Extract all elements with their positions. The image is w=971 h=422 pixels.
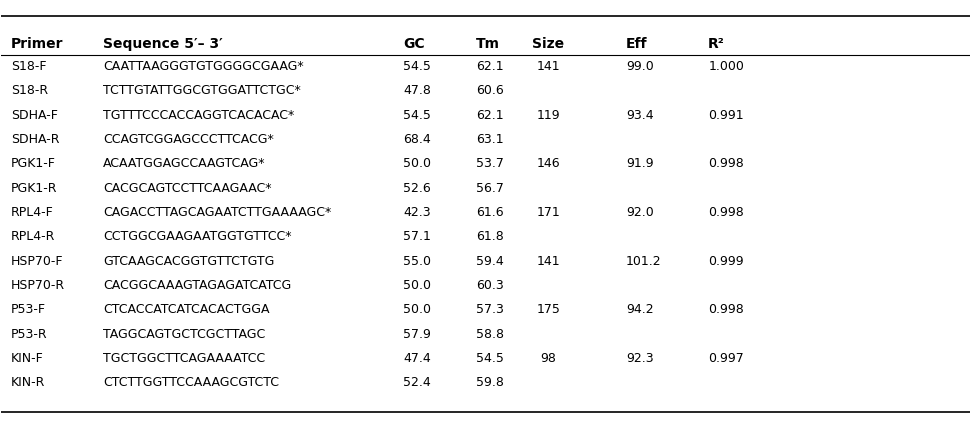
Text: 42.3: 42.3	[403, 206, 431, 219]
Text: CACGGCAAAGTAGAGATCATCG: CACGGCAAAGTAGAGATCATCG	[103, 279, 291, 292]
Text: 54.5: 54.5	[476, 352, 504, 365]
Text: P53-F: P53-F	[11, 303, 46, 316]
Text: 98: 98	[541, 352, 556, 365]
Text: 141: 141	[537, 60, 560, 73]
Text: 54.5: 54.5	[403, 60, 431, 73]
Text: CCTGGCGAAGAATGGTGTTCC*: CCTGGCGAAGAATGGTGTTCC*	[103, 230, 291, 243]
Text: 54.5: 54.5	[403, 109, 431, 122]
Text: KIN-R: KIN-R	[11, 376, 46, 389]
Text: 50.0: 50.0	[403, 157, 431, 170]
Text: KIN-F: KIN-F	[11, 352, 44, 365]
Text: CTCACCATCATCACACTGGA: CTCACCATCATCACACTGGA	[103, 303, 270, 316]
Text: 68.4: 68.4	[403, 133, 431, 146]
Text: TAGGCAGTGCTCGCTTAGC: TAGGCAGTGCTCGCTTAGC	[103, 327, 265, 341]
Text: Size: Size	[532, 37, 564, 51]
Text: S18-F: S18-F	[11, 60, 47, 73]
Text: 53.7: 53.7	[476, 157, 504, 170]
Text: 171: 171	[537, 206, 560, 219]
Text: 1.000: 1.000	[708, 60, 744, 73]
Text: 63.1: 63.1	[476, 133, 503, 146]
Text: 47.8: 47.8	[403, 84, 431, 97]
Text: 141: 141	[537, 254, 560, 268]
Text: 56.7: 56.7	[476, 181, 504, 195]
Text: 0.999: 0.999	[708, 254, 744, 268]
Text: 60.3: 60.3	[476, 279, 504, 292]
Text: 91.9: 91.9	[626, 157, 653, 170]
Text: 50.0: 50.0	[403, 303, 431, 316]
Text: S18-R: S18-R	[11, 84, 49, 97]
Text: 0.997: 0.997	[708, 352, 744, 365]
Text: 59.4: 59.4	[476, 254, 504, 268]
Text: 0.998: 0.998	[708, 206, 744, 219]
Text: SDHA-F: SDHA-F	[11, 109, 58, 122]
Text: RPL4-R: RPL4-R	[11, 230, 55, 243]
Text: PGK1-F: PGK1-F	[11, 157, 56, 170]
Text: 61.8: 61.8	[476, 230, 504, 243]
Text: 92.3: 92.3	[626, 352, 653, 365]
Text: 52.4: 52.4	[403, 376, 431, 389]
Text: 57.1: 57.1	[403, 230, 431, 243]
Text: P53-R: P53-R	[11, 327, 48, 341]
Text: HSP70-F: HSP70-F	[11, 254, 63, 268]
Text: 57.9: 57.9	[403, 327, 431, 341]
Text: HSP70-R: HSP70-R	[11, 279, 65, 292]
Text: 119: 119	[537, 109, 560, 122]
Text: 61.6: 61.6	[476, 206, 503, 219]
Text: TGCTGGCTTCAGAAAATCC: TGCTGGCTTCAGAAAATCC	[103, 352, 265, 365]
Text: GC: GC	[403, 37, 425, 51]
Text: ACAATGGAGCCAAGTCAG*: ACAATGGAGCCAAGTCAG*	[103, 157, 265, 170]
Text: Tm: Tm	[476, 37, 500, 51]
Text: 57.3: 57.3	[476, 303, 504, 316]
Text: 99.0: 99.0	[626, 60, 653, 73]
Text: R²: R²	[708, 37, 725, 51]
Text: Sequence 5′– 3′: Sequence 5′– 3′	[103, 37, 222, 51]
Text: 58.8: 58.8	[476, 327, 504, 341]
Text: 0.998: 0.998	[708, 157, 744, 170]
Text: GTCAAGCACGGTGTTCTGTG: GTCAAGCACGGTGTTCTGTG	[103, 254, 275, 268]
Text: 47.4: 47.4	[403, 352, 431, 365]
Text: CTCTTGGTTCCAAAGCGTCTC: CTCTTGGTTCCAAAGCGTCTC	[103, 376, 279, 389]
Text: 50.0: 50.0	[403, 279, 431, 292]
Text: Primer: Primer	[11, 37, 63, 51]
Text: 93.4: 93.4	[626, 109, 653, 122]
Text: 59.8: 59.8	[476, 376, 504, 389]
Text: 60.6: 60.6	[476, 84, 504, 97]
Text: PGK1-R: PGK1-R	[11, 181, 57, 195]
Text: CACGCAGTCCTTCAAGAAC*: CACGCAGTCCTTCAAGAAC*	[103, 181, 272, 195]
Text: TCTTGTATTGGCGTGGATTCTGC*: TCTTGTATTGGCGTGGATTCTGC*	[103, 84, 301, 97]
Text: 55.0: 55.0	[403, 254, 431, 268]
Text: CAATTAAGGGTGTGGGGCGAAG*: CAATTAAGGGTGTGGGGCGAAG*	[103, 60, 304, 73]
Text: SDHA-R: SDHA-R	[11, 133, 59, 146]
Text: CAGACCTTAGCAGAATCTTGAAAAGC*: CAGACCTTAGCAGAATCTTGAAAAGC*	[103, 206, 331, 219]
Text: 101.2: 101.2	[626, 254, 661, 268]
Text: 94.2: 94.2	[626, 303, 653, 316]
Text: 0.991: 0.991	[708, 109, 744, 122]
Text: RPL4-F: RPL4-F	[11, 206, 53, 219]
Text: 62.1: 62.1	[476, 60, 503, 73]
Text: Eff: Eff	[626, 37, 648, 51]
Text: 52.6: 52.6	[403, 181, 431, 195]
Text: 92.0: 92.0	[626, 206, 653, 219]
Text: 146: 146	[537, 157, 560, 170]
Text: 175: 175	[537, 303, 560, 316]
Text: 62.1: 62.1	[476, 109, 503, 122]
Text: TGTTTCCCACCAGGTCACACAC*: TGTTTCCCACCAGGTCACACAC*	[103, 109, 294, 122]
Text: 0.998: 0.998	[708, 303, 744, 316]
Text: CCAGTCGGAGCCCTTCACG*: CCAGTCGGAGCCCTTCACG*	[103, 133, 274, 146]
